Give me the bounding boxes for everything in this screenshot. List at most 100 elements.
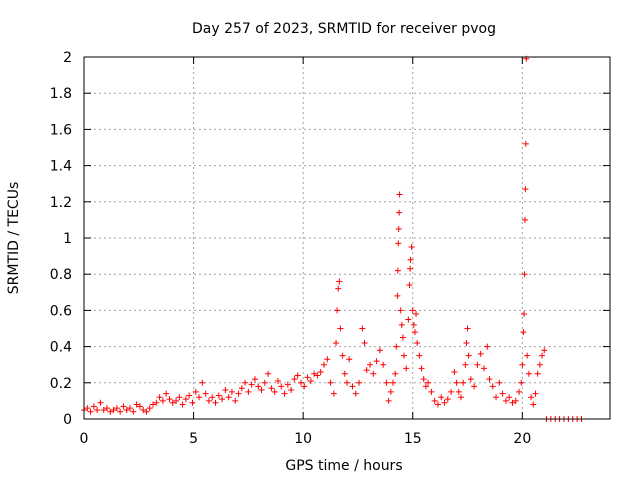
data-point: [352, 390, 359, 397]
data-point: [100, 406, 107, 413]
data-point: [534, 370, 541, 377]
data-point: [405, 316, 412, 323]
data-point: [169, 399, 176, 406]
data-point: [464, 325, 471, 332]
data-point: [261, 379, 268, 386]
data-point: [521, 271, 528, 278]
data-point: [97, 399, 104, 406]
data-point: [462, 361, 469, 368]
data-point: [156, 394, 163, 401]
data-point: [235, 390, 242, 397]
data-point: [202, 390, 209, 397]
data-point: [271, 388, 278, 395]
y-tick-label: 1.6: [50, 122, 72, 138]
data-point: [248, 381, 255, 388]
data-point: [104, 405, 111, 412]
data-point: [465, 352, 472, 359]
data-point: [219, 396, 226, 403]
data-point: [451, 368, 458, 375]
data-point: [330, 390, 337, 397]
x-axis-label: GPS time / hours: [285, 458, 402, 474]
data-points: [81, 55, 585, 422]
data-point: [94, 406, 101, 413]
data-point: [334, 307, 341, 314]
data-point: [524, 352, 531, 359]
data-point: [387, 388, 394, 395]
data-point: [411, 329, 418, 336]
data-point: [393, 343, 400, 350]
data-point: [385, 397, 392, 404]
data-point: [166, 396, 173, 403]
data-point: [409, 307, 416, 314]
data-point: [225, 394, 232, 401]
data-point: [255, 383, 262, 390]
data-point: [251, 376, 258, 383]
data-point: [410, 321, 417, 328]
data-point: [110, 406, 117, 413]
data-point: [471, 383, 478, 390]
data-point: [522, 186, 529, 193]
data-point: [133, 401, 140, 408]
data-point: [516, 388, 523, 395]
data-point: [337, 325, 344, 332]
data-point: [215, 392, 222, 399]
data-point: [327, 379, 334, 386]
data-point: [294, 372, 301, 379]
data-point: [84, 405, 91, 412]
data-point: [307, 377, 314, 384]
data-point: [304, 374, 311, 381]
data-point: [512, 397, 519, 404]
data-point: [117, 408, 124, 415]
data-point: [349, 383, 356, 390]
x-tick-label: 0: [80, 431, 89, 447]
data-point: [373, 358, 380, 365]
data-point: [395, 225, 402, 232]
data-point: [258, 387, 265, 394]
data-point: [146, 405, 153, 412]
data-point: [530, 401, 537, 408]
y-tick-label: 0.4: [50, 340, 72, 356]
x-tick-label: 10: [294, 431, 312, 447]
data-point: [143, 408, 150, 415]
data-point: [532, 390, 539, 397]
data-point: [403, 365, 410, 372]
data-point: [408, 244, 415, 251]
data-point: [361, 339, 368, 346]
data-point: [376, 347, 383, 354]
data-point: [324, 356, 331, 363]
y-tick-label: 1: [63, 231, 72, 247]
data-point: [520, 329, 527, 336]
chart-title: Day 257 of 2023, SRMTID for receiver pvo…: [192, 21, 496, 37]
data-point: [398, 321, 405, 328]
data-point: [173, 397, 180, 404]
data-point: [425, 379, 432, 386]
data-point: [380, 361, 387, 368]
data-point: [288, 387, 295, 394]
data-point: [416, 352, 423, 359]
data-point: [441, 399, 448, 406]
data-point: [509, 399, 516, 406]
grid: [84, 57, 610, 419]
data-point: [528, 394, 535, 401]
data-point: [521, 311, 528, 318]
data-point: [297, 379, 304, 386]
data-point: [392, 370, 399, 377]
data-point: [192, 388, 199, 395]
data-point: [407, 265, 414, 272]
y-tick-label: 1.8: [50, 86, 72, 102]
data-point: [346, 356, 353, 363]
data-point: [314, 372, 321, 379]
data-point: [522, 140, 529, 147]
data-point: [413, 311, 420, 318]
data-point: [150, 401, 157, 408]
y-tick-label: 1.2: [50, 195, 72, 211]
data-point: [541, 347, 548, 354]
data-point: [179, 401, 186, 408]
data-point: [486, 376, 493, 383]
data-point: [212, 399, 219, 406]
y-axis-label: SRMTID / TECUs: [6, 182, 22, 295]
data-point: [186, 392, 193, 399]
data-point: [196, 394, 203, 401]
y-tick-label: 0: [63, 412, 72, 428]
data-point: [341, 370, 348, 377]
